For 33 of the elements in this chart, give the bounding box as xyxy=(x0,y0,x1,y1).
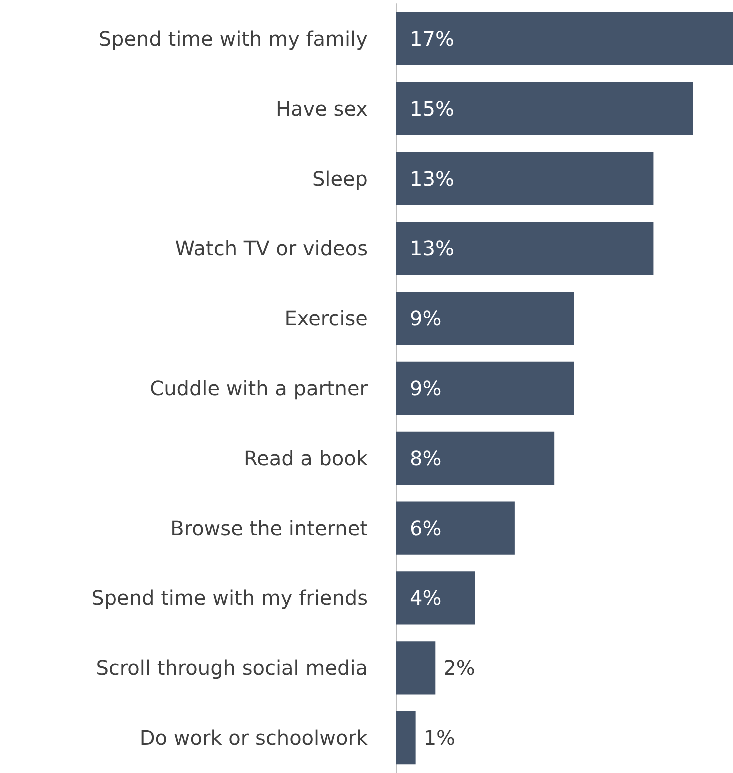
y-tick-label: Watch TV or videos xyxy=(175,236,368,261)
data-label: 9% xyxy=(410,376,442,400)
y-tick-label: Spend time with my friends xyxy=(92,586,368,610)
bar xyxy=(396,362,574,416)
bar xyxy=(396,82,694,136)
data-label: 1% xyxy=(424,726,456,750)
bar xyxy=(396,152,654,206)
bar xyxy=(396,292,574,346)
data-label: 4% xyxy=(410,586,442,610)
data-label: 17% xyxy=(410,26,454,51)
bar xyxy=(396,502,515,555)
y-tick-label: Cuddle with a partner xyxy=(150,376,369,400)
data-label: 2% xyxy=(444,656,476,680)
bar xyxy=(396,642,436,695)
y-tick-label: Have sex xyxy=(276,96,368,121)
data-label: 15% xyxy=(410,96,454,121)
y-tick-label: Sleep xyxy=(312,166,368,191)
y-tick-label: Do work or schoolwork xyxy=(140,726,368,750)
data-label: 6% xyxy=(410,516,442,540)
y-tick-label: Browse the internet xyxy=(170,516,368,540)
data-label: 9% xyxy=(410,306,442,331)
bar xyxy=(396,711,416,765)
bar xyxy=(396,432,555,485)
y-tick-label: Spend time with my family xyxy=(98,26,368,51)
bar xyxy=(396,222,654,276)
y-tick-label: Scroll through social media xyxy=(96,656,368,680)
bar xyxy=(396,572,476,625)
data-label: 13% xyxy=(410,166,454,191)
data-label: 8% xyxy=(410,446,442,470)
bar xyxy=(396,12,733,66)
data-label: 13% xyxy=(410,236,454,261)
y-tick-label: Exercise xyxy=(284,306,368,331)
y-tick-label: Read a book xyxy=(244,446,368,470)
